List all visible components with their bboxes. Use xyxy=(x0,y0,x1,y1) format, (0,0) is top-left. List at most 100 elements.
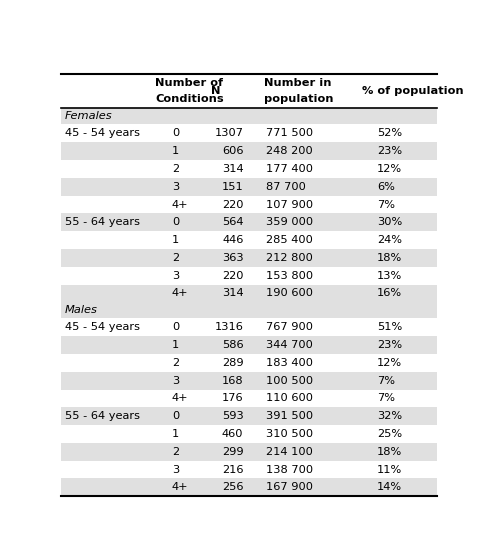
Text: 3: 3 xyxy=(172,182,179,192)
Bar xyxy=(61,213,437,231)
Text: 4+: 4+ xyxy=(172,394,189,403)
Text: Females: Females xyxy=(65,111,112,122)
Bar xyxy=(61,478,437,496)
Text: 771 500: 771 500 xyxy=(266,128,313,138)
Bar xyxy=(61,461,437,478)
Bar xyxy=(61,142,437,160)
Bar xyxy=(61,354,437,372)
Text: 606: 606 xyxy=(222,146,243,156)
Text: 55 - 64 years: 55 - 64 years xyxy=(65,217,139,227)
Text: 314: 314 xyxy=(222,288,243,298)
Text: 11%: 11% xyxy=(377,465,402,474)
Text: Conditions: Conditions xyxy=(155,94,224,104)
Text: 359 000: 359 000 xyxy=(266,217,313,227)
Text: 0: 0 xyxy=(172,411,179,421)
Text: 3: 3 xyxy=(172,270,179,281)
Text: 4+: 4+ xyxy=(172,288,189,298)
Text: 25%: 25% xyxy=(377,429,402,439)
Text: 110 600: 110 600 xyxy=(266,394,313,403)
Text: 314: 314 xyxy=(222,164,243,174)
Text: 310 500: 310 500 xyxy=(266,429,313,439)
Text: % of population: % of population xyxy=(362,86,464,96)
Text: 151: 151 xyxy=(222,182,243,192)
Text: 6%: 6% xyxy=(377,182,395,192)
Bar xyxy=(61,372,437,390)
Text: 7%: 7% xyxy=(377,199,395,209)
Text: 289: 289 xyxy=(222,358,243,368)
Text: 2: 2 xyxy=(172,447,179,457)
Text: 55 - 64 years: 55 - 64 years xyxy=(65,411,139,421)
Text: 216: 216 xyxy=(222,465,243,474)
Text: 4+: 4+ xyxy=(172,482,189,492)
Text: 100 500: 100 500 xyxy=(266,376,313,386)
Text: 593: 593 xyxy=(222,411,243,421)
Text: 299: 299 xyxy=(222,447,243,457)
Bar xyxy=(61,390,437,407)
Text: 220: 220 xyxy=(222,199,243,209)
Text: 45 - 54 years: 45 - 54 years xyxy=(65,128,139,138)
Text: 16%: 16% xyxy=(377,288,402,298)
Text: 344 700: 344 700 xyxy=(266,340,313,350)
Text: 30%: 30% xyxy=(377,217,402,227)
Text: 177 400: 177 400 xyxy=(266,164,313,174)
Text: Number in: Number in xyxy=(264,78,331,88)
Text: N: N xyxy=(211,86,221,96)
Text: 446: 446 xyxy=(222,235,243,245)
Text: 18%: 18% xyxy=(377,447,402,457)
Bar xyxy=(61,302,437,319)
Bar xyxy=(61,284,437,302)
Text: 23%: 23% xyxy=(377,340,402,350)
Text: 212 800: 212 800 xyxy=(266,253,313,263)
Text: 183 400: 183 400 xyxy=(266,358,313,368)
Text: 1: 1 xyxy=(172,235,179,245)
Text: 285 400: 285 400 xyxy=(266,235,313,245)
Text: 1307: 1307 xyxy=(214,128,243,138)
Text: 7%: 7% xyxy=(377,376,395,386)
Text: 18%: 18% xyxy=(377,253,402,263)
Text: 14%: 14% xyxy=(377,482,402,492)
Text: 167 900: 167 900 xyxy=(266,482,313,492)
Text: 12%: 12% xyxy=(377,164,402,174)
Text: 12%: 12% xyxy=(377,358,402,368)
Bar xyxy=(61,160,437,178)
Bar xyxy=(61,74,437,109)
Text: 87 700: 87 700 xyxy=(266,182,306,192)
Text: 391 500: 391 500 xyxy=(266,411,313,421)
Text: 1: 1 xyxy=(172,429,179,439)
Text: 23%: 23% xyxy=(377,146,402,156)
Bar xyxy=(61,407,437,425)
Text: 190 600: 190 600 xyxy=(266,288,313,298)
Bar xyxy=(61,124,437,142)
Text: 32%: 32% xyxy=(377,411,402,421)
Text: 52%: 52% xyxy=(377,128,402,138)
Text: 256: 256 xyxy=(222,482,243,492)
Bar xyxy=(61,267,437,284)
Bar xyxy=(61,109,437,124)
Text: population: population xyxy=(264,94,334,104)
Text: 176: 176 xyxy=(222,394,243,403)
Text: 24%: 24% xyxy=(377,235,402,245)
Text: 214 100: 214 100 xyxy=(266,447,313,457)
Bar xyxy=(61,178,437,195)
Text: 220: 220 xyxy=(222,270,243,281)
Text: Number of: Number of xyxy=(155,78,223,88)
Text: 1: 1 xyxy=(172,146,179,156)
Text: 0: 0 xyxy=(172,323,179,332)
Text: Males: Males xyxy=(65,305,97,315)
Text: 1316: 1316 xyxy=(214,323,243,332)
Bar xyxy=(61,231,437,249)
Text: 248 200: 248 200 xyxy=(266,146,313,156)
Text: 2: 2 xyxy=(172,164,179,174)
Text: 51%: 51% xyxy=(377,323,402,332)
Text: 138 700: 138 700 xyxy=(266,465,313,474)
Bar xyxy=(61,425,437,443)
Bar xyxy=(61,195,437,213)
Bar xyxy=(61,249,437,267)
Text: 767 900: 767 900 xyxy=(266,323,313,332)
Text: 564: 564 xyxy=(222,217,243,227)
Text: 0: 0 xyxy=(172,128,179,138)
Text: 1: 1 xyxy=(172,340,179,350)
Text: 45 - 54 years: 45 - 54 years xyxy=(65,323,139,332)
Bar xyxy=(61,336,437,354)
Bar xyxy=(61,443,437,461)
